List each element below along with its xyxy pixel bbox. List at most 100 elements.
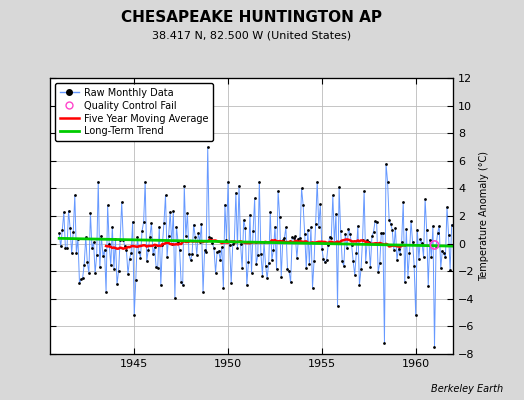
Point xyxy=(117,199,126,206)
Point xyxy=(403,274,412,280)
Point xyxy=(172,223,181,230)
Point xyxy=(374,269,383,275)
Point xyxy=(303,227,312,233)
Point xyxy=(405,250,413,256)
Point xyxy=(119,237,127,243)
Point xyxy=(136,254,145,261)
Point xyxy=(410,263,418,269)
Point xyxy=(416,236,424,242)
Point xyxy=(150,244,159,251)
Point xyxy=(97,233,105,239)
Point xyxy=(310,257,318,264)
Point xyxy=(57,243,65,250)
Point xyxy=(199,289,207,295)
Point xyxy=(432,243,440,249)
Point xyxy=(393,256,401,263)
Point xyxy=(260,239,268,245)
Point xyxy=(165,233,173,239)
Point xyxy=(447,222,456,228)
Point xyxy=(236,241,245,248)
Point xyxy=(224,178,232,185)
Point xyxy=(290,235,298,242)
Point xyxy=(86,210,95,216)
Point xyxy=(72,250,81,256)
Point xyxy=(160,220,168,226)
Point xyxy=(396,250,405,257)
Point xyxy=(302,265,310,272)
Point xyxy=(144,247,152,253)
Point xyxy=(88,245,96,252)
Point xyxy=(230,239,238,246)
Point xyxy=(347,242,356,248)
Point xyxy=(219,284,227,291)
Point xyxy=(197,220,205,227)
Point xyxy=(369,229,378,235)
Point xyxy=(333,302,342,309)
Point xyxy=(395,245,403,252)
Point xyxy=(285,268,293,274)
Point xyxy=(247,270,256,276)
Point xyxy=(202,248,210,255)
Point xyxy=(429,223,437,229)
Point xyxy=(335,184,343,190)
Point xyxy=(402,226,410,232)
Point xyxy=(341,230,350,237)
Point xyxy=(169,208,178,214)
Point xyxy=(354,223,362,229)
Point xyxy=(255,178,264,185)
Point xyxy=(132,277,140,283)
Point xyxy=(174,238,182,245)
Point xyxy=(68,250,76,256)
Point xyxy=(200,247,209,254)
Point xyxy=(157,282,165,288)
Point xyxy=(232,190,240,196)
Point xyxy=(208,240,216,247)
Point xyxy=(300,230,309,237)
Point xyxy=(280,235,289,242)
Point xyxy=(411,312,420,318)
Point xyxy=(288,234,297,241)
Point xyxy=(421,196,429,202)
Point xyxy=(93,252,101,258)
Point xyxy=(216,257,224,264)
Point xyxy=(166,208,174,215)
Point xyxy=(124,271,132,278)
Point xyxy=(376,260,384,266)
Point xyxy=(329,192,337,198)
Point xyxy=(414,256,423,262)
Point xyxy=(282,224,290,231)
Point xyxy=(424,282,432,289)
Point xyxy=(127,250,135,256)
Point xyxy=(221,201,229,208)
Point xyxy=(400,279,409,286)
Point xyxy=(113,281,121,287)
Point xyxy=(222,237,231,243)
Point xyxy=(111,236,119,242)
Point xyxy=(69,229,78,236)
Point xyxy=(94,178,103,185)
Point xyxy=(225,242,234,248)
Point xyxy=(365,239,373,246)
Point xyxy=(413,226,421,233)
Point xyxy=(193,251,201,258)
Point xyxy=(371,218,379,224)
Point xyxy=(64,208,73,214)
Point xyxy=(398,239,406,245)
Point xyxy=(268,257,276,263)
Point xyxy=(191,234,200,240)
Point xyxy=(336,228,345,234)
Point xyxy=(180,182,189,189)
Point xyxy=(384,178,392,185)
Point xyxy=(171,295,179,301)
Point xyxy=(438,247,446,254)
Point xyxy=(298,185,306,192)
Point xyxy=(360,188,368,194)
Point xyxy=(139,219,148,226)
Point xyxy=(274,188,282,194)
Point xyxy=(382,161,390,167)
Point xyxy=(296,234,304,241)
Point xyxy=(443,204,451,210)
Point xyxy=(203,144,212,150)
Point xyxy=(430,242,439,248)
Point xyxy=(254,252,262,258)
